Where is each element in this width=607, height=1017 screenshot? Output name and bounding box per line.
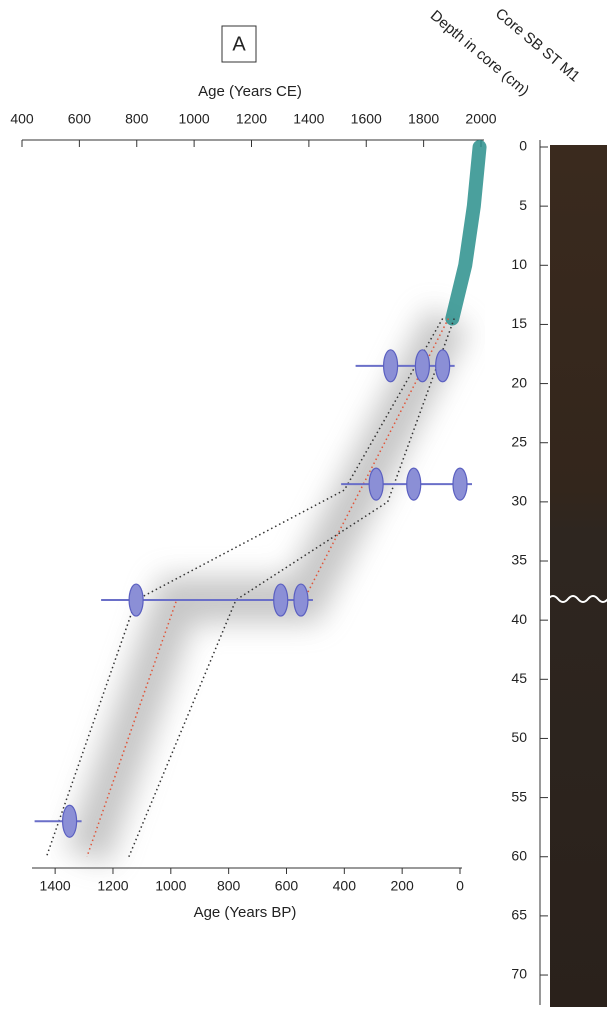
- y-tick-label: 5: [519, 197, 527, 213]
- date-distribution: [61, 804, 78, 838]
- date-distribution: [414, 349, 431, 383]
- y-tick-label: 35: [511, 552, 527, 568]
- date-distribution: [293, 583, 309, 617]
- y-tick-label: 45: [511, 670, 527, 686]
- x-tick-label-top: 1600: [351, 111, 382, 127]
- x-label-bottom: Age (Years BP): [194, 904, 297, 921]
- panel-label: A: [232, 33, 246, 55]
- x-tick-label-bottom: 400: [333, 878, 357, 894]
- x-tick-label-bottom: 200: [390, 878, 414, 894]
- x-tick-label-top: 1000: [179, 111, 210, 127]
- x-tick-label-bottom: 1200: [97, 878, 128, 894]
- y-tick-label: 60: [511, 847, 527, 863]
- x-tick-label-top: 1800: [408, 111, 439, 127]
- y-tick-label: 10: [511, 256, 527, 272]
- date-distribution: [406, 467, 422, 501]
- date-distribution: [128, 583, 144, 617]
- y-tick-label: 25: [511, 433, 527, 449]
- date-distribution: [435, 349, 451, 383]
- core-image: [550, 145, 607, 1007]
- y-tick-label: 40: [511, 611, 527, 627]
- x-tick-label-top: 2000: [465, 111, 496, 127]
- panel-box: [221, 25, 257, 63]
- y-tick-label: 65: [511, 907, 527, 923]
- x-tick-label-bottom: 0: [456, 878, 464, 894]
- y-tick-label: 55: [511, 788, 527, 804]
- y-tick-label: 20: [511, 374, 527, 390]
- x-tick-label-top: 1400: [293, 111, 324, 127]
- hiatus-line: [547, 595, 607, 603]
- x-tick-label-top: 1200: [236, 111, 267, 127]
- y-tick-label: 15: [511, 315, 527, 331]
- date-distribution: [452, 467, 468, 501]
- x-tick-label-bottom: 1000: [155, 878, 186, 894]
- y-tick-label: 0: [519, 138, 527, 154]
- lower-line: [45, 318, 444, 857]
- x-tick-label-bottom: 1400: [40, 878, 71, 894]
- x-tick-label-top: 800: [125, 111, 149, 127]
- pb210-model: [445, 140, 487, 326]
- y-tick-label: 50: [511, 729, 527, 745]
- median-line: [86, 318, 450, 857]
- x-label-top: Age (Years CE): [198, 83, 302, 100]
- date-distribution: [368, 467, 384, 501]
- date-distribution: [382, 349, 399, 383]
- x-tick-label-bottom: 800: [217, 878, 241, 894]
- x-tick-label-top: 400: [10, 111, 34, 127]
- y-tick-label: 30: [511, 493, 527, 509]
- x-tick-label-top: 600: [68, 111, 92, 127]
- x-tick-label-bottom: 600: [275, 878, 299, 894]
- date-distribution: [273, 583, 289, 617]
- y-tick-label: 70: [511, 966, 527, 982]
